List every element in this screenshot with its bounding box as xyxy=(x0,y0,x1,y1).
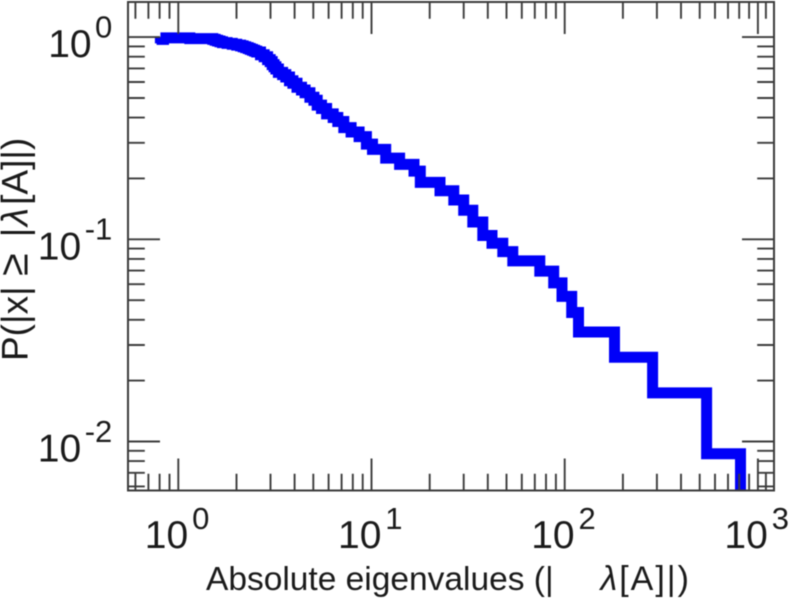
svg-text:10: 10 xyxy=(38,225,81,268)
svg-text:3: 3 xyxy=(772,501,789,536)
svg-text:0: 0 xyxy=(95,10,112,45)
svg-text:-2: -2 xyxy=(85,414,113,449)
svg-text:10: 10 xyxy=(531,514,574,557)
svg-text:2: 2 xyxy=(579,501,596,536)
svg-text:10: 10 xyxy=(38,428,81,471)
svg-text:10: 10 xyxy=(338,514,381,557)
svg-text:λ[A]|): λ[A]|) xyxy=(599,560,691,598)
svg-text:-1: -1 xyxy=(85,212,113,247)
svg-text:P(|x| ≥ |λ[A]|): P(|x| ≥ |λ[A]|) xyxy=(0,138,36,361)
svg-text:1: 1 xyxy=(385,501,402,536)
svg-text:10: 10 xyxy=(48,23,91,66)
svg-text:0: 0 xyxy=(192,501,209,536)
svg-text:Absolute eigenvalues (|: Absolute eigenvalues (| xyxy=(206,561,554,598)
svg-text:10: 10 xyxy=(145,514,188,557)
svg-text:10: 10 xyxy=(724,514,767,557)
